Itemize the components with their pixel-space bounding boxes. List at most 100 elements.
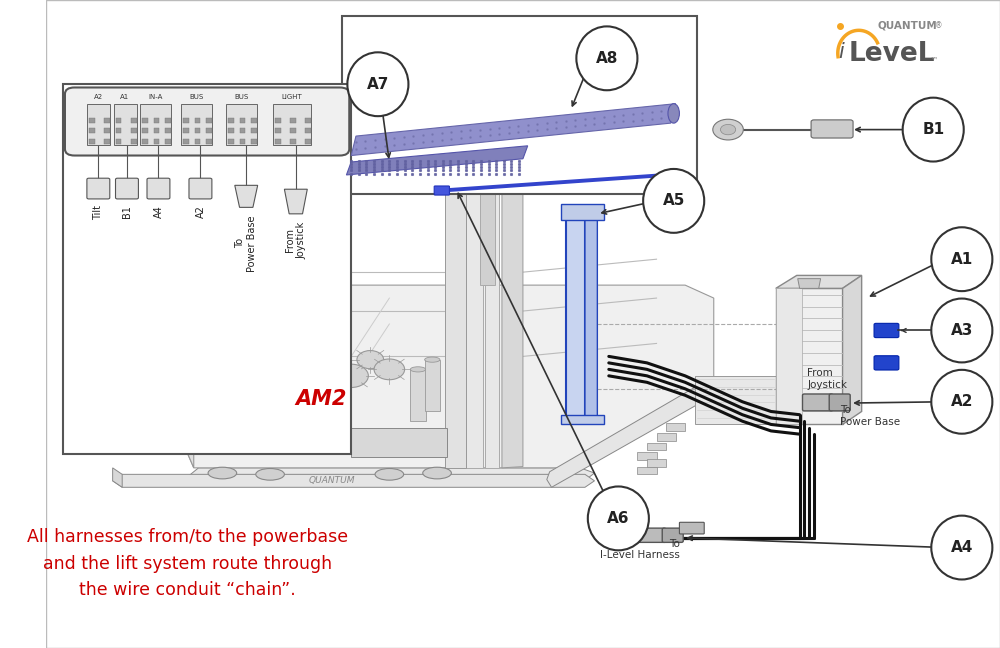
Bar xyxy=(485,66,499,468)
Ellipse shape xyxy=(643,169,704,233)
FancyBboxPatch shape xyxy=(273,104,311,145)
Bar xyxy=(206,118,212,123)
Bar xyxy=(290,118,296,123)
Polygon shape xyxy=(184,468,594,484)
Bar xyxy=(637,452,657,460)
Text: ™: ™ xyxy=(929,56,938,65)
Circle shape xyxy=(334,364,368,388)
Ellipse shape xyxy=(668,104,679,123)
Polygon shape xyxy=(776,288,843,424)
FancyBboxPatch shape xyxy=(87,104,110,145)
Bar xyxy=(183,139,189,144)
Text: ®: ® xyxy=(935,21,943,30)
Bar xyxy=(228,118,234,123)
Ellipse shape xyxy=(425,357,440,362)
Text: A7: A7 xyxy=(367,76,389,92)
Bar xyxy=(183,128,189,133)
Polygon shape xyxy=(284,189,307,214)
Text: All harnesses from/to the powerbase
and the lift system route through
the wire c: All harnesses from/to the powerbase and … xyxy=(27,528,348,599)
Text: A4: A4 xyxy=(951,540,973,555)
Text: To
I-Level Harness: To I-Level Harness xyxy=(600,538,680,561)
Polygon shape xyxy=(113,474,594,487)
Polygon shape xyxy=(351,104,676,156)
Bar xyxy=(251,128,257,133)
Text: To
Power Base: To Power Base xyxy=(235,215,257,272)
Bar xyxy=(165,128,171,133)
Polygon shape xyxy=(798,279,821,288)
Bar xyxy=(131,139,137,144)
Bar xyxy=(240,139,245,144)
FancyBboxPatch shape xyxy=(679,522,704,534)
Text: A4: A4 xyxy=(153,205,163,218)
Bar xyxy=(104,118,110,123)
Bar xyxy=(275,128,281,133)
Text: From
Joystick: From Joystick xyxy=(285,222,307,259)
Text: A2: A2 xyxy=(951,394,973,410)
Text: BUS: BUS xyxy=(234,94,249,100)
Bar xyxy=(154,118,159,123)
Bar xyxy=(305,139,311,144)
Text: From
Joystick: From Joystick xyxy=(807,368,847,390)
Text: A2: A2 xyxy=(94,94,103,100)
FancyBboxPatch shape xyxy=(874,323,899,338)
Polygon shape xyxy=(776,275,862,288)
Bar xyxy=(637,467,657,474)
Ellipse shape xyxy=(931,299,992,362)
Bar xyxy=(466,66,483,468)
Circle shape xyxy=(316,349,339,364)
Bar xyxy=(89,118,95,123)
Ellipse shape xyxy=(903,98,964,161)
FancyBboxPatch shape xyxy=(87,178,110,199)
Bar xyxy=(116,139,121,144)
Bar xyxy=(116,128,121,133)
Bar xyxy=(275,118,281,123)
Polygon shape xyxy=(561,204,604,220)
Bar xyxy=(305,128,311,133)
Text: IN-A: IN-A xyxy=(148,94,163,100)
Bar xyxy=(240,118,245,123)
Bar xyxy=(89,128,95,133)
Text: LIGHT: LIGHT xyxy=(282,94,302,100)
Bar xyxy=(89,139,95,144)
FancyBboxPatch shape xyxy=(114,104,137,145)
Polygon shape xyxy=(346,146,528,175)
Bar xyxy=(154,128,159,133)
Polygon shape xyxy=(160,373,194,468)
Polygon shape xyxy=(585,206,597,421)
Bar xyxy=(165,118,171,123)
Bar xyxy=(305,118,311,123)
Bar xyxy=(206,139,212,144)
FancyBboxPatch shape xyxy=(140,104,171,145)
Bar xyxy=(195,139,200,144)
Ellipse shape xyxy=(931,227,992,291)
FancyBboxPatch shape xyxy=(226,104,257,145)
Ellipse shape xyxy=(208,467,237,479)
Ellipse shape xyxy=(588,487,649,550)
Bar xyxy=(165,139,171,144)
Ellipse shape xyxy=(256,469,284,480)
Circle shape xyxy=(713,119,743,140)
Ellipse shape xyxy=(931,370,992,434)
Text: Tilt: Tilt xyxy=(93,205,103,220)
Text: B1: B1 xyxy=(122,205,132,218)
Bar xyxy=(410,369,426,421)
Ellipse shape xyxy=(410,367,426,372)
FancyBboxPatch shape xyxy=(434,186,449,195)
Text: To
Power Base: To Power Base xyxy=(840,405,900,427)
Polygon shape xyxy=(502,76,523,468)
FancyBboxPatch shape xyxy=(65,87,349,156)
Bar xyxy=(666,423,685,431)
Bar xyxy=(657,433,676,441)
Ellipse shape xyxy=(347,52,408,116)
Ellipse shape xyxy=(423,467,451,479)
FancyBboxPatch shape xyxy=(662,528,683,542)
Text: A6: A6 xyxy=(607,511,630,526)
Text: A1: A1 xyxy=(951,251,973,267)
Bar xyxy=(131,128,137,133)
Text: A5: A5 xyxy=(662,193,685,209)
Bar xyxy=(480,52,495,285)
Bar xyxy=(275,139,281,144)
FancyBboxPatch shape xyxy=(636,528,666,542)
Bar xyxy=(206,128,212,133)
Text: B1: B1 xyxy=(922,122,944,137)
